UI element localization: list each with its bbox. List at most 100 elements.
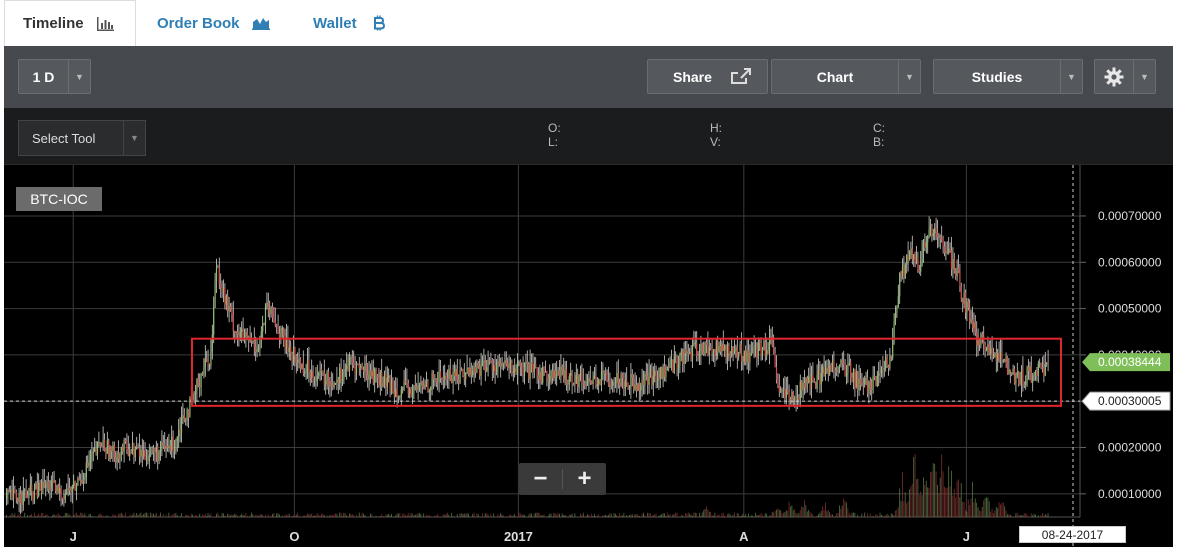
candle-body: [640, 385, 642, 391]
volume-bar: [88, 513, 90, 517]
volume-bar: [934, 463, 936, 517]
volume-bar: [638, 515, 640, 517]
candle-body: [280, 332, 282, 338]
x-tick-label: J: [963, 529, 970, 544]
candle-body: [605, 373, 607, 375]
volume-bar: [959, 497, 961, 517]
volume-bar: [847, 508, 849, 517]
select-tool-dropdown[interactable]: Select Tool ▼: [18, 120, 146, 156]
volume-bar: [134, 515, 136, 517]
candle-body: [397, 396, 400, 398]
candle-body: [736, 347, 738, 358]
volume-bar: [351, 514, 353, 517]
volume-bar: [1009, 514, 1011, 517]
volume-bar: [434, 515, 436, 517]
candle-body: [966, 301, 968, 313]
candle-body: [782, 389, 785, 391]
period-dropdown[interactable]: 1 D ▼: [18, 59, 91, 94]
candle-body: [540, 372, 542, 383]
volume-bar: [931, 471, 933, 517]
candle-body: [462, 369, 464, 376]
volume-bar: [490, 513, 492, 517]
candle-body: [318, 374, 320, 376]
candle-body: [332, 384, 334, 388]
candle-body: [488, 359, 491, 361]
volume-bar: [895, 510, 896, 517]
candle-body: [690, 352, 692, 359]
candle-body: [298, 358, 300, 360]
candle-body: [694, 342, 696, 344]
share-button[interactable]: Share: [647, 59, 768, 94]
candle-body: [460, 369, 463, 371]
candle-body: [598, 380, 600, 385]
volume-bar: [998, 502, 1000, 517]
candle-body: [864, 378, 866, 385]
candle-body: [721, 343, 723, 352]
volume-bar: [591, 513, 593, 517]
chart-type-dropdown[interactable]: Chart ▼: [771, 59, 921, 94]
candle-body: [228, 306, 230, 312]
candle-body: [718, 345, 720, 352]
candle-body: [43, 481, 45, 488]
candle-body: [285, 337, 288, 348]
candle-body: [505, 360, 507, 365]
volume-bar: [757, 515, 759, 517]
volume-bar: [696, 513, 698, 517]
volume-bar: [293, 515, 294, 517]
volume-bar: [224, 515, 226, 517]
volume-bar: [536, 512, 538, 517]
volume-bar: [343, 512, 345, 517]
candle-body: [785, 389, 787, 399]
volume-bar: [892, 514, 894, 517]
candle-body: [470, 367, 472, 375]
candle-body: [795, 398, 797, 401]
crosshair-price-tag: [1081, 391, 1171, 411]
candle-body: [826, 367, 828, 372]
candle-body: [1004, 360, 1006, 362]
candle-body: [256, 349, 258, 353]
volume-bar: [850, 514, 852, 517]
tab-timeline[interactable]: Timeline: [4, 0, 136, 46]
volume-bar: [594, 513, 595, 517]
candle-body: [794, 398, 796, 400]
candlestick-chart[interactable]: 0.000700000.000600000.000500000.00040000…: [4, 165, 1173, 547]
volume-bar: [570, 514, 572, 517]
volume-bar: [791, 505, 793, 517]
candle-body: [696, 342, 698, 357]
candle-body: [465, 373, 467, 380]
tab-wallet[interactable]: Wallet: [313, 0, 385, 46]
price-chart[interactable]: 0.000700000.000600000.000500000.00040000…: [4, 165, 1173, 547]
candle-body: [676, 357, 678, 369]
settings-dropdown[interactable]: ▼: [1094, 59, 1156, 94]
zoom-out-button[interactable]: −: [533, 465, 548, 492]
candle-body: [627, 382, 629, 388]
tab-order-book[interactable]: Order Book: [157, 0, 270, 46]
candle-body: [77, 478, 79, 486]
candle-body: [726, 345, 729, 359]
studies-dropdown[interactable]: Studies ▼: [933, 59, 1083, 94]
volume-bar: [477, 514, 479, 517]
candle-body: [830, 365, 832, 370]
candle-body: [883, 368, 885, 370]
volume-bar: [414, 514, 416, 517]
candle-body: [507, 364, 509, 368]
y-tick-label: 0.00060000: [1098, 255, 1162, 269]
volume-bar: [370, 513, 371, 517]
volume-bar: [941, 454, 943, 517]
volume-bar: [920, 491, 922, 517]
zoom-in-button[interactable]: +: [577, 465, 592, 492]
candle-body: [568, 376, 570, 384]
candle-body: [36, 483, 38, 497]
volume-bar: [60, 515, 62, 517]
candle-body: [906, 255, 908, 265]
volume-bar: [714, 512, 716, 517]
candle-body: [635, 384, 638, 392]
candle-body: [487, 359, 489, 368]
candle-body: [199, 386, 201, 388]
candle-body: [388, 375, 390, 378]
candle-body: [10, 490, 12, 492]
candle-body: [502, 362, 505, 364]
volume-bar: [762, 514, 763, 517]
volume-bar: [535, 512, 537, 517]
volume-bar: [158, 515, 160, 517]
